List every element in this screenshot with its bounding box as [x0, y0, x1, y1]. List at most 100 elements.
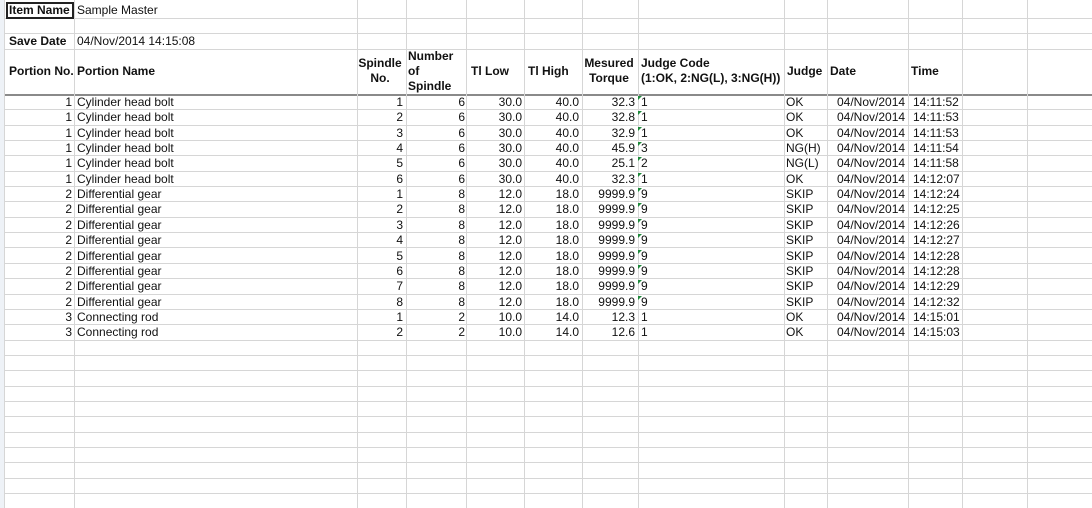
cell-judge[interactable]: SKIP — [786, 264, 814, 278]
cell-measured-torque[interactable]: 9999.9 — [598, 264, 635, 278]
cell-date[interactable]: 04/Nov/2014 — [837, 233, 906, 247]
cell-date[interactable]: 04/Nov/2014 — [837, 218, 906, 232]
cell-time[interactable]: 14:11:53 — [913, 126, 959, 140]
cell-number-of-spindle[interactable]: 8 — [458, 249, 465, 263]
cell-date[interactable]: 04/Nov/2014 — [837, 325, 906, 339]
cell-judge-code[interactable]: 9 — [641, 279, 648, 293]
cell-time[interactable]: 14:12:28 — [913, 249, 960, 263]
cell-portion-name[interactable]: Connecting rod — [77, 325, 159, 339]
cell-number-of-spindle[interactable]: 6 — [458, 156, 465, 170]
cell-judge-code[interactable]: 9 — [641, 295, 648, 309]
cell-measured-torque[interactable]: 45.9 — [611, 141, 635, 155]
cell-judge[interactable]: SKIP — [786, 279, 814, 293]
cell-spindle-no[interactable]: 1 — [396, 187, 403, 201]
cell-time[interactable]: 14:12:07 — [913, 172, 960, 186]
cell-tl-high[interactable]: 14.0 — [555, 325, 579, 339]
cell-date[interactable]: 04/Nov/2014 — [837, 310, 906, 324]
cell-measured-torque[interactable]: 12.3 — [611, 310, 635, 324]
cell-spindle-no[interactable]: 7 — [396, 279, 403, 293]
cell-portion-no[interactable]: 2 — [65, 295, 72, 309]
cell-spindle-no[interactable]: 1 — [396, 310, 403, 324]
cell-judge[interactable]: SKIP — [786, 202, 814, 216]
cell-judge-code[interactable]: 9 — [641, 249, 648, 263]
col-header-number-of-spindle[interactable]: Number of Spindle — [408, 49, 453, 94]
item-name-label[interactable]: Item Name — [9, 3, 70, 17]
cell-time[interactable]: 14:11:52 — [913, 95, 959, 109]
cell-judge[interactable]: OK — [786, 126, 804, 140]
cell-judge[interactable]: OK — [786, 95, 804, 109]
cell-judge[interactable]: SKIP — [786, 295, 814, 309]
cell-portion-name[interactable]: Differential gear — [77, 218, 162, 232]
col-header-tl-high[interactable]: Tl High — [528, 64, 569, 78]
cell-portion-no[interactable]: 1 — [65, 172, 72, 186]
cell-portion-name[interactable]: Cylinder head bolt — [77, 156, 174, 170]
cell-tl-high[interactable]: 18.0 — [555, 264, 579, 278]
cell-portion-no[interactable]: 2 — [65, 233, 72, 247]
cell-tl-low[interactable]: 30.0 — [498, 172, 522, 186]
cell-tl-low[interactable]: 10.0 — [498, 310, 522, 324]
col-header-portion-no[interactable]: Portion No. — [9, 64, 74, 78]
cell-time[interactable]: 14:11:53 — [913, 110, 959, 124]
cell-tl-low[interactable]: 12.0 — [498, 202, 522, 216]
cell-measured-torque[interactable]: 9999.9 — [598, 202, 635, 216]
cell-number-of-spindle[interactable]: 6 — [458, 110, 465, 124]
cell-time[interactable]: 14:12:26 — [913, 218, 960, 232]
cell-portion-name[interactable]: Differential gear — [77, 264, 162, 278]
cell-spindle-no[interactable]: 3 — [396, 218, 403, 232]
cell-judge-code[interactable]: 9 — [641, 233, 648, 247]
cell-portion-name[interactable]: Cylinder head bolt — [77, 141, 174, 155]
cell-measured-torque[interactable]: 9999.9 — [598, 295, 635, 309]
cell-spindle-no[interactable]: 3 — [396, 126, 403, 140]
cell-portion-no[interactable]: 2 — [65, 187, 72, 201]
cell-number-of-spindle[interactable]: 6 — [458, 141, 465, 155]
cell-number-of-spindle[interactable]: 8 — [458, 218, 465, 232]
cell-tl-high[interactable]: 14.0 — [555, 310, 579, 324]
cell-judge-code[interactable]: 1 — [641, 325, 648, 339]
cell-portion-name[interactable]: Differential gear — [77, 279, 162, 293]
cell-portion-no[interactable]: 2 — [65, 264, 72, 278]
cell-judge-code[interactable]: 1 — [641, 172, 648, 186]
cell-portion-no[interactable]: 1 — [65, 95, 72, 109]
col-header-judge-code[interactable]: Judge Code (1:OK, 2:NG(L), 3:NG(H)) — [641, 56, 780, 86]
cell-spindle-no[interactable]: 5 — [396, 156, 403, 170]
cell-portion-no[interactable]: 3 — [65, 325, 72, 339]
cell-tl-low[interactable]: 12.0 — [498, 279, 522, 293]
cell-number-of-spindle[interactable]: 8 — [458, 295, 465, 309]
cell-date[interactable]: 04/Nov/2014 — [837, 187, 906, 201]
cell-number-of-spindle[interactable]: 2 — [458, 310, 465, 324]
cell-portion-no[interactable]: 2 — [65, 202, 72, 216]
cell-tl-high[interactable]: 18.0 — [555, 279, 579, 293]
cell-judge[interactable]: OK — [786, 310, 804, 324]
cell-tl-low[interactable]: 12.0 — [498, 233, 522, 247]
cell-number-of-spindle[interactable]: 6 — [458, 126, 465, 140]
cell-date[interactable]: 04/Nov/2014 — [837, 202, 906, 216]
cell-spindle-no[interactable]: 8 — [396, 295, 403, 309]
cell-measured-torque[interactable]: 12.6 — [611, 325, 635, 339]
save-date-label[interactable]: Save Date — [9, 34, 67, 48]
cell-judge[interactable]: NG(H) — [786, 141, 821, 155]
cell-measured-torque[interactable]: 9999.9 — [598, 187, 635, 201]
cell-judge-code[interactable]: 2 — [641, 156, 648, 170]
cell-judge-code[interactable]: 1 — [641, 95, 648, 109]
cell-date[interactable]: 04/Nov/2014 — [837, 172, 906, 186]
cell-number-of-spindle[interactable]: 8 — [458, 264, 465, 278]
cell-portion-no[interactable]: 2 — [65, 249, 72, 263]
cell-tl-low[interactable]: 12.0 — [498, 249, 522, 263]
cell-tl-high[interactable]: 40.0 — [555, 156, 579, 170]
cell-judge-code[interactable]: 1 — [641, 310, 648, 324]
cell-tl-high[interactable]: 40.0 — [555, 110, 579, 124]
cell-measured-torque[interactable]: 9999.9 — [598, 279, 635, 293]
cell-judge-code[interactable]: 9 — [641, 264, 648, 278]
cell-measured-torque[interactable]: 32.3 — [611, 172, 635, 186]
cell-portion-no[interactable]: 2 — [65, 279, 72, 293]
cell-tl-low[interactable]: 30.0 — [498, 110, 522, 124]
col-header-tl-low[interactable]: Tl Low — [471, 64, 509, 78]
cell-time[interactable]: 14:12:27 — [913, 233, 960, 247]
cell-tl-high[interactable]: 18.0 — [555, 295, 579, 309]
cell-tl-low[interactable]: 30.0 — [498, 126, 522, 140]
cell-portion-name[interactable]: Differential gear — [77, 295, 162, 309]
cell-tl-low[interactable]: 30.0 — [498, 156, 522, 170]
cell-tl-high[interactable]: 40.0 — [555, 172, 579, 186]
cell-date[interactable]: 04/Nov/2014 — [837, 264, 906, 278]
